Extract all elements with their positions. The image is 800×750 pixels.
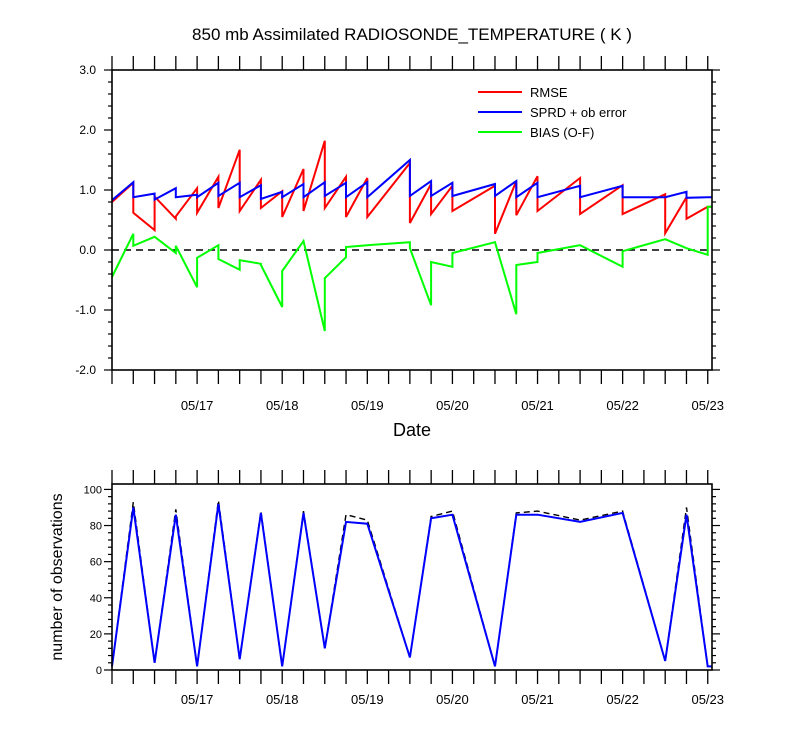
y-tick-label: 20 xyxy=(90,629,102,641)
top-chart-title: 850 mb Assimilated RADIOSONDE_TEMPERATUR… xyxy=(192,25,632,44)
y-tick-label: 2.0 xyxy=(79,123,96,137)
top-x-axis-label: Date xyxy=(393,420,431,440)
x-tick-label: 05/17 xyxy=(181,692,214,707)
x-tick-label: 05/18 xyxy=(266,398,299,413)
legend-sprd-label: SPRD + ob error xyxy=(530,105,627,120)
top-axis-ticks xyxy=(104,56,720,384)
sprd-ob-error-line xyxy=(111,157,712,202)
y-tick-label: 0.0 xyxy=(79,243,96,257)
rmse-line xyxy=(111,140,712,237)
bottom-x-tick-labels: 05/17 05/18 05/19 05/20 05/21 05/22 05/23 xyxy=(181,692,724,707)
y-tick-label: 1.0 xyxy=(79,183,96,197)
x-tick-label: 05/21 xyxy=(521,398,554,413)
top-chart: 850 mb Assimilated RADIOSONDE_TEMPERATUR… xyxy=(75,25,724,440)
x-tick-label: 05/22 xyxy=(606,398,639,413)
x-tick-label: 05/19 xyxy=(351,692,384,707)
x-tick-label: 05/21 xyxy=(521,692,554,707)
y-tick-label: 40 xyxy=(90,593,102,605)
legend-bias-label: BIAS (O-F) xyxy=(530,125,594,140)
x-tick-label: 05/19 xyxy=(351,398,384,413)
bottom-y-axis-label: number of observations xyxy=(49,493,66,660)
y-tick-label: 100 xyxy=(84,484,102,496)
bottom-series-group xyxy=(111,500,712,668)
legend: RMSE SPRD + ob error BIAS (O-F) xyxy=(478,85,627,140)
bias-o-f--line xyxy=(111,205,712,332)
top-plot-frame xyxy=(111,69,713,371)
bottom-plot-frame xyxy=(111,483,713,671)
y-tick-label: 0 xyxy=(96,665,102,677)
bottom-axis-ticks xyxy=(104,470,720,684)
y-tick-label: 3.0 xyxy=(79,63,96,77)
legend-rmse-label: RMSE xyxy=(530,85,568,100)
x-tick-label: 05/23 xyxy=(691,692,724,707)
assimilated-observations-line xyxy=(111,503,712,668)
top-x-tick-labels: 05/17 05/18 05/19 05/20 05/21 05/22 05/23 xyxy=(181,398,724,413)
y-tick-label: 60 xyxy=(90,557,102,569)
x-tick-label: 05/22 xyxy=(606,692,639,707)
x-tick-label: 05/17 xyxy=(181,398,214,413)
top-series-group xyxy=(111,140,712,332)
bottom-y-tick-labels: 0 20 40 60 80 100 xyxy=(84,484,102,677)
y-tick-label: -2.0 xyxy=(75,363,96,377)
x-tick-label: 05/23 xyxy=(691,398,724,413)
y-tick-label: -1.0 xyxy=(75,303,96,317)
x-tick-label: 05/20 xyxy=(436,692,469,707)
x-tick-label: 05/20 xyxy=(436,398,469,413)
top-y-tick-labels: -2.0 -1.0 0.0 1.0 2.0 3.0 xyxy=(75,63,96,377)
y-tick-label: 80 xyxy=(90,521,102,533)
x-tick-label: 05/18 xyxy=(266,692,299,707)
